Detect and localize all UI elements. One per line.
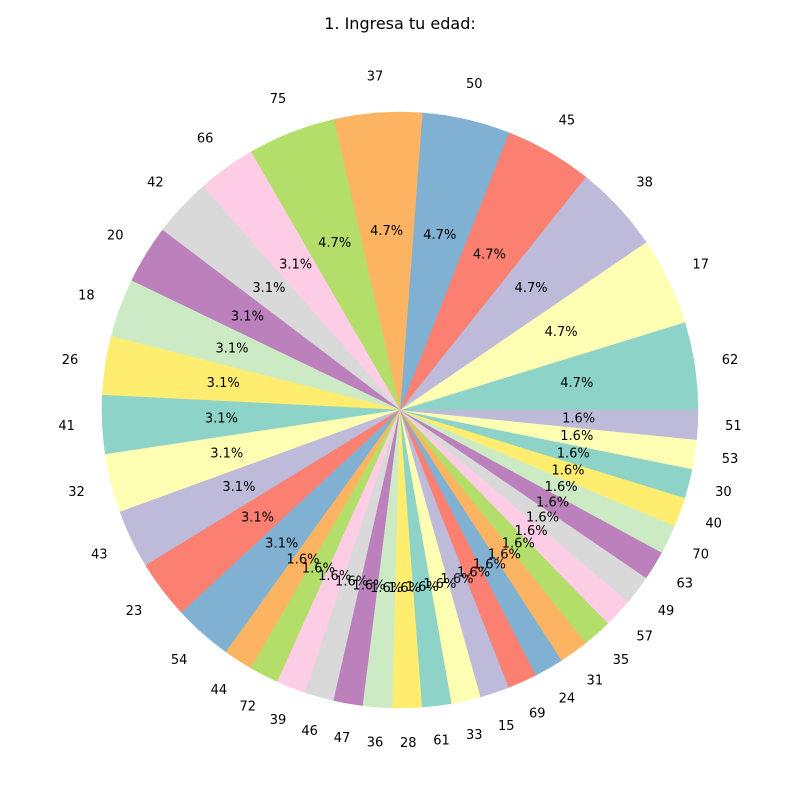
category-label-75: 75 bbox=[270, 92, 287, 107]
percent-label-18: 3.1% bbox=[215, 341, 248, 356]
percent-label-38: 4.7% bbox=[515, 281, 548, 296]
percent-label-46: 1.6% bbox=[335, 575, 368, 590]
percent-label-75: 4.7% bbox=[318, 236, 351, 251]
percent-label-54: 3.1% bbox=[265, 537, 298, 552]
category-label-63: 63 bbox=[677, 577, 694, 592]
pie-category-labels: 62 17 38 45 50 37 75 66 42 20 18 26 41 32 43 23 54 44 72 39… bbox=[58, 70, 741, 751]
percent-label-35: 1.6% bbox=[502, 537, 535, 552]
percent-label-17: 4.7% bbox=[545, 325, 578, 340]
percent-label-43: 3.1% bbox=[222, 480, 255, 495]
percent-label-15: 1.6% bbox=[440, 572, 473, 587]
percent-label-31: 1.6% bbox=[488, 548, 521, 563]
category-label-72: 72 bbox=[239, 700, 256, 715]
category-label-31: 31 bbox=[587, 673, 604, 688]
percent-label-41: 3.1% bbox=[205, 411, 238, 426]
category-label-40: 40 bbox=[705, 517, 722, 532]
percent-label-57: 1.6% bbox=[515, 524, 548, 539]
percent-label-44: 1.6% bbox=[286, 553, 319, 568]
category-label-23: 23 bbox=[126, 604, 143, 619]
percent-label-26: 3.1% bbox=[207, 376, 240, 391]
category-label-44: 44 bbox=[211, 683, 228, 698]
percent-label-51: 1.6% bbox=[562, 411, 595, 426]
category-label-57: 57 bbox=[636, 630, 653, 645]
pie-slices bbox=[101, 111, 699, 709]
percent-label-63: 1.6% bbox=[536, 496, 569, 511]
percent-label-33: 1.6% bbox=[423, 577, 456, 592]
category-label-26: 26 bbox=[62, 353, 79, 368]
percent-label-47: 1.6% bbox=[352, 579, 385, 594]
percent-label-70: 1.6% bbox=[545, 480, 578, 495]
percent-label-45: 4.7% bbox=[473, 248, 506, 263]
percent-label-39: 1.6% bbox=[318, 569, 351, 584]
percent-label-36: 1.6% bbox=[370, 581, 403, 596]
percent-label-72: 1.6% bbox=[302, 562, 335, 577]
percent-label-50: 4.7% bbox=[423, 228, 456, 243]
category-label-32: 32 bbox=[68, 485, 85, 500]
category-label-24: 24 bbox=[559, 692, 576, 707]
percent-label-37: 4.7% bbox=[370, 224, 403, 239]
pie-slice-51 bbox=[399, 409, 699, 440]
category-label-47: 47 bbox=[334, 731, 351, 746]
category-label-49: 49 bbox=[658, 604, 675, 619]
category-label-62: 62 bbox=[722, 353, 739, 368]
percent-label-61: 1.6% bbox=[406, 580, 439, 595]
category-label-53: 53 bbox=[722, 452, 739, 467]
category-label-42: 42 bbox=[147, 175, 164, 190]
chart-title: 1. Ingresa tu edad: bbox=[324, 14, 476, 33]
category-label-15: 15 bbox=[498, 719, 515, 734]
category-label-33: 33 bbox=[466, 728, 483, 743]
pie-percent-labels: 4.7% 4.7% 4.7% 4.7% 4.7% 4.7% 4.7% 3.1% 3.1% 3.1%… bbox=[205, 224, 595, 596]
category-label-30: 30 bbox=[715, 485, 732, 500]
category-label-28: 28 bbox=[400, 736, 417, 751]
percent-label-24: 1.6% bbox=[473, 557, 506, 572]
category-label-46: 46 bbox=[301, 724, 318, 739]
category-label-45: 45 bbox=[559, 113, 576, 128]
category-label-66: 66 bbox=[197, 132, 214, 147]
percent-label-28: 1.6% bbox=[388, 581, 421, 596]
percent-label-49: 1.6% bbox=[526, 510, 559, 525]
category-label-38: 38 bbox=[636, 175, 653, 190]
percent-label-53: 1.6% bbox=[560, 429, 593, 444]
percent-label-62: 4.7% bbox=[560, 376, 593, 391]
category-label-37: 37 bbox=[367, 70, 384, 85]
category-label-43: 43 bbox=[91, 547, 108, 562]
category-label-70: 70 bbox=[692, 547, 709, 562]
category-label-61: 61 bbox=[433, 734, 450, 749]
percent-label-42: 3.1% bbox=[252, 281, 285, 296]
percent-label-40: 1.6% bbox=[552, 464, 585, 479]
category-label-17: 17 bbox=[692, 258, 709, 273]
percent-label-30: 1.6% bbox=[557, 447, 590, 462]
category-label-35: 35 bbox=[613, 653, 630, 668]
category-label-20: 20 bbox=[107, 228, 124, 243]
category-label-39: 39 bbox=[270, 713, 287, 728]
percent-label-20: 3.1% bbox=[231, 309, 264, 324]
category-label-69: 69 bbox=[529, 707, 546, 722]
category-label-54: 54 bbox=[171, 653, 188, 668]
category-label-41: 41 bbox=[58, 419, 75, 434]
percent-label-23: 3.1% bbox=[241, 510, 274, 525]
category-label-50: 50 bbox=[466, 77, 483, 92]
category-label-36: 36 bbox=[367, 735, 384, 750]
percent-label-66: 3.1% bbox=[279, 257, 312, 272]
category-label-51: 51 bbox=[725, 419, 742, 434]
percent-label-32: 3.1% bbox=[210, 447, 243, 462]
category-label-18: 18 bbox=[78, 288, 95, 303]
percent-label-69: 1.6% bbox=[457, 565, 490, 580]
